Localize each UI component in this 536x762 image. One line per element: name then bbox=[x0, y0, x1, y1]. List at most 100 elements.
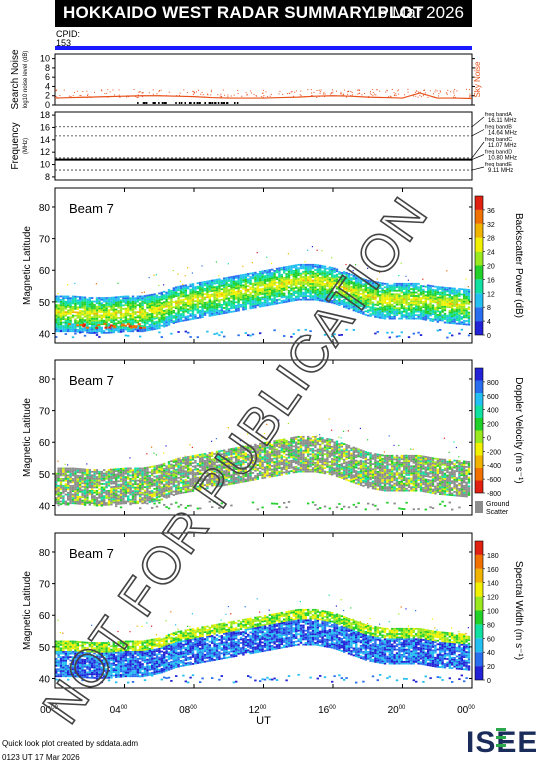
scatter-cell-low bbox=[252, 334, 254, 336]
scatter-cell bbox=[242, 302, 244, 304]
scatter-cell-high bbox=[180, 457, 181, 458]
scatter-cell bbox=[67, 330, 69, 332]
scatter-cell bbox=[156, 477, 158, 479]
scatter-cell bbox=[266, 289, 268, 291]
scatter-cell bbox=[257, 277, 259, 279]
scatter-cell bbox=[96, 478, 98, 480]
noise-point bbox=[440, 90, 441, 91]
scatter-cell bbox=[197, 294, 199, 296]
scatter-cell bbox=[221, 283, 223, 285]
scatter-cell bbox=[96, 480, 98, 482]
scatter-cell-low bbox=[96, 334, 98, 336]
colorbar-tick-label: 28 bbox=[487, 236, 495, 243]
scatter-cell bbox=[105, 504, 107, 506]
scatter-cell bbox=[96, 299, 98, 301]
scatter-cell bbox=[117, 312, 119, 314]
scatter-cell bbox=[461, 311, 463, 313]
scatter-cell bbox=[72, 473, 74, 475]
scatter-cell bbox=[259, 283, 261, 285]
scatter-cell bbox=[441, 311, 443, 313]
scatter-cell bbox=[129, 471, 131, 473]
scatter-cell bbox=[86, 323, 88, 325]
scatter-cell bbox=[225, 286, 227, 288]
scatter-cell bbox=[187, 468, 189, 470]
scatter-cell bbox=[295, 268, 297, 270]
scatter-cell bbox=[468, 296, 470, 298]
scatter-cell bbox=[252, 302, 254, 304]
scatter-cell bbox=[173, 293, 175, 295]
scatter-cell bbox=[295, 276, 297, 278]
scatter-cell-low bbox=[137, 330, 139, 332]
scatter-cell bbox=[278, 280, 280, 282]
scatter-cell bbox=[453, 312, 455, 314]
scatter-cell bbox=[65, 325, 67, 327]
scatter-cell bbox=[81, 500, 83, 502]
scatter-cell bbox=[62, 488, 64, 490]
scatter-cell bbox=[105, 320, 107, 322]
scatter-cell bbox=[271, 286, 273, 288]
scatter-cell bbox=[209, 313, 211, 315]
noise-point bbox=[138, 92, 139, 93]
scatter-cell bbox=[273, 303, 275, 305]
scatter-cell bbox=[309, 276, 311, 278]
scatter-cell bbox=[413, 316, 415, 318]
scatter-cell bbox=[410, 306, 412, 308]
scatter-cell bbox=[283, 301, 285, 303]
scatter-cell bbox=[168, 310, 170, 312]
scatter-cell bbox=[312, 290, 314, 292]
scatter-cell bbox=[151, 318, 153, 320]
strong-echo bbox=[82, 325, 85, 327]
scatter-cell bbox=[209, 291, 211, 293]
scatter-cell bbox=[386, 309, 388, 311]
scatter-cell bbox=[77, 308, 79, 310]
scatter-cell bbox=[161, 488, 163, 490]
scatter-cell bbox=[300, 295, 302, 297]
scatter-cell bbox=[261, 288, 263, 290]
scatter-cell bbox=[144, 472, 146, 474]
scatter-cell bbox=[144, 319, 146, 321]
scatter-cell bbox=[57, 487, 59, 489]
scatter-cell bbox=[312, 264, 314, 266]
scatter-cell bbox=[439, 318, 441, 320]
freq-ylabel-group: Frequency(MHz) bbox=[10, 122, 29, 169]
scatter-cell bbox=[168, 291, 170, 293]
scatter-cell bbox=[108, 330, 110, 332]
scatter-cell bbox=[79, 477, 81, 479]
noise-point bbox=[104, 93, 105, 94]
noise-point bbox=[56, 96, 57, 97]
scatter-cell bbox=[96, 318, 98, 320]
scatter-cell bbox=[146, 296, 148, 298]
scatter-cell bbox=[144, 479, 146, 481]
scatter-cell bbox=[120, 501, 122, 503]
strong-echo bbox=[134, 326, 137, 328]
scatter-cell bbox=[254, 279, 256, 281]
scatter-cell bbox=[163, 494, 165, 496]
scatter-cell bbox=[65, 471, 67, 473]
scatter-cell bbox=[264, 270, 266, 272]
scatter-cell bbox=[156, 300, 158, 302]
scatter-cell bbox=[134, 468, 136, 470]
scatter-cell bbox=[163, 291, 165, 293]
scatter-cell bbox=[101, 497, 103, 499]
scatter-cell bbox=[271, 298, 273, 300]
scatter-cell bbox=[173, 287, 175, 289]
scatter-cell bbox=[463, 294, 465, 296]
scatter-cell bbox=[441, 318, 443, 320]
scatter-cell bbox=[117, 475, 119, 477]
scatter-cell bbox=[168, 494, 170, 496]
scatter-cell bbox=[398, 286, 400, 288]
scatter-cell bbox=[144, 486, 146, 488]
scatter-cell bbox=[434, 295, 436, 297]
scatter-cell bbox=[197, 454, 199, 456]
scatter-cell bbox=[197, 305, 199, 307]
noise-point bbox=[352, 92, 353, 93]
scatter-cell bbox=[141, 303, 143, 305]
scatter-cell bbox=[77, 468, 79, 470]
noise-point bbox=[421, 96, 422, 97]
scatter-cell bbox=[84, 298, 86, 300]
scatter-cell bbox=[110, 488, 112, 490]
scatter-cell bbox=[86, 299, 88, 301]
scatter-cell bbox=[245, 279, 247, 281]
scatter-cell bbox=[221, 281, 223, 283]
scatter-cell bbox=[189, 303, 191, 305]
